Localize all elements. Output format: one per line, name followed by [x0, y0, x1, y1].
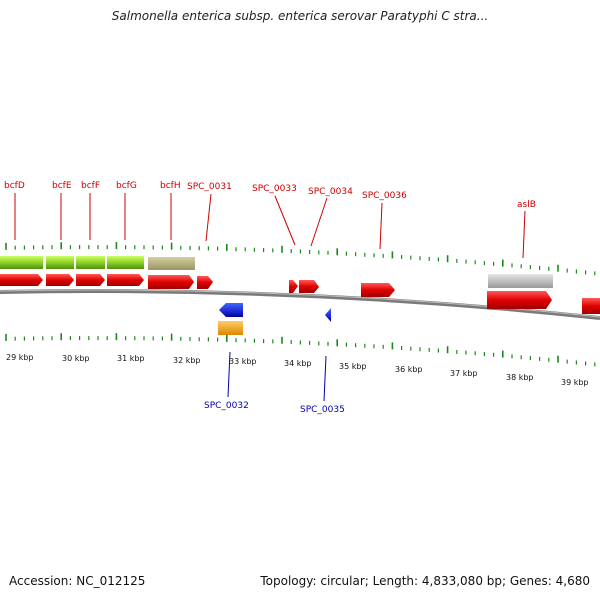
gene-label-bcfH[interactable]: bcfH	[160, 181, 181, 191]
gene-label-bcfG[interactable]: bcfG	[116, 181, 137, 191]
feature-box-bcfG[interactable]	[107, 256, 144, 269]
feature-box-bcfE[interactable]	[46, 256, 74, 269]
gene-arrow-SPC_0033[interactable]	[289, 280, 298, 293]
topology-summary: Topology: circular; Length: 4,833,080 bp…	[260, 574, 590, 588]
gene-label-SPC_0036[interactable]: SPC_0036	[362, 191, 407, 201]
gene-label-SPC_0032[interactable]: SPC_0032	[204, 401, 249, 411]
gene-label-bcfE[interactable]: bcfE	[52, 181, 72, 191]
scale-label-33kbp: 33 kbp	[229, 357, 257, 366]
map-title: Salmonella enterica subsp. enterica sero…	[111, 9, 489, 23]
forward-genes	[0, 274, 600, 314]
gene-arrow-bcfF[interactable]	[76, 274, 105, 286]
feature-box-SPC_0032[interactable]	[218, 321, 243, 335]
gene-arrow-SPC_0035[interactable]	[325, 308, 331, 322]
feature-box-bcfH[interactable]	[148, 257, 195, 270]
gene-label-SPC_0033[interactable]: SPC_0033	[252, 184, 297, 194]
scale-label-31kbp: 31 kbp	[117, 354, 145, 363]
scale-tick-track	[5, 333, 596, 367]
scale-label-34kbp: 34 kbp	[284, 359, 312, 368]
scale-label-30kbp: 30 kbp	[62, 354, 90, 363]
gene-arrow-bcfH[interactable]	[148, 275, 194, 289]
gene-arrow-SPC_0031[interactable]	[197, 276, 213, 289]
gene-label-SPC_0034[interactable]: SPC_0034	[308, 187, 353, 197]
gene-label-aslB[interactable]: aslB	[517, 200, 536, 210]
scale-label-37kbp: 37 kbp	[450, 369, 478, 378]
gene-arrow-SPC_0034[interactable]	[299, 280, 319, 293]
feature-box-aslB[interactable]	[488, 274, 553, 288]
gene-label-bcfF[interactable]: bcfF	[81, 181, 100, 191]
feature-box-bcfD[interactable]	[0, 256, 43, 269]
accession-text: Accession: NC_012125	[9, 574, 146, 588]
outer-tick-track	[5, 242, 596, 276]
gene-arrow-SPC_0036[interactable]	[361, 283, 395, 297]
gene-arrow-bcfD[interactable]	[0, 274, 43, 286]
feature-row	[0, 256, 553, 288]
reverse-genes	[218, 303, 331, 335]
reverse-labels: SPC_0032 SPC_0035	[204, 351, 345, 415]
scale-labels: 29 kbp 30 kbp 31 kbp 32 kbp 33 kbp 34 kb…	[6, 353, 589, 387]
gene-arrow-SPC_0032[interactable]	[219, 303, 243, 317]
scale-label-36kbp: 36 kbp	[395, 365, 423, 374]
gene-arrow-next[interactable]	[582, 298, 600, 314]
forward-labels: bcfD bcfE bcfF bcfG bcfH SPC_0031 SPC_00…	[4, 181, 536, 259]
scale-label-29kbp: 29 kbp	[6, 353, 34, 362]
genome-backbone	[0, 289, 600, 320]
gene-arrow-bcfG[interactable]	[107, 274, 144, 286]
gene-arrow-aslB[interactable]	[487, 291, 552, 309]
scale-label-38kbp: 38 kbp	[506, 373, 534, 382]
gene-arrow-bcfE[interactable]	[46, 274, 74, 286]
gene-label-bcfD[interactable]: bcfD	[4, 181, 25, 191]
gene-label-SPC_0031[interactable]: SPC_0031	[187, 182, 232, 192]
feature-box-bcfF[interactable]	[76, 256, 105, 269]
gene-label-SPC_0035[interactable]: SPC_0035	[300, 405, 345, 415]
scale-label-35kbp: 35 kbp	[339, 362, 367, 371]
scale-label-32kbp: 32 kbp	[173, 356, 201, 365]
scale-label-39kbp: 39 kbp	[561, 378, 589, 387]
